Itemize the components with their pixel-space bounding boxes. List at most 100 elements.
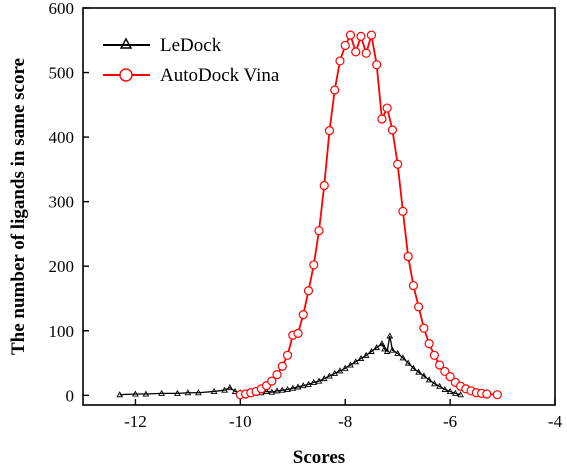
- data-point: [366, 30, 377, 40]
- data-point: [425, 376, 433, 383]
- data-point: [303, 286, 314, 296]
- y-axis-title: The number of ligands in same score: [8, 58, 29, 355]
- data-point: [424, 339, 434, 349]
- data-point: [195, 389, 202, 396]
- data-point: [320, 375, 328, 382]
- x-tick-label: -6: [443, 412, 457, 431]
- data-point: [324, 126, 335, 136]
- x-tick-label: -8: [338, 412, 352, 431]
- data-point: [446, 387, 454, 394]
- data-point: [441, 385, 449, 393]
- data-point: [403, 251, 413, 262]
- data-point: [386, 332, 394, 339]
- data-point: [345, 30, 356, 40]
- y-tick-label: 100: [49, 322, 75, 341]
- data-point: [393, 159, 403, 169]
- data-point: [336, 367, 344, 374]
- legend-label-ledock: LeDock: [160, 35, 222, 56]
- data-point: [226, 384, 234, 391]
- y-tick-label: 500: [49, 64, 75, 83]
- series-1: [235, 30, 502, 400]
- x-axis: -12 -10 -8 -6 -4: [124, 399, 563, 431]
- data-point: [335, 56, 345, 66]
- data-point: [457, 391, 464, 398]
- plot-area-border: [82, 7, 556, 406]
- data-point: [492, 390, 502, 400]
- data-point: [314, 226, 324, 236]
- data-point: [326, 372, 333, 379]
- data-point: [389, 346, 396, 353]
- legend: LeDock AutoDock Vina: [103, 35, 280, 86]
- data-point: [309, 260, 319, 270]
- data-point: [293, 328, 303, 338]
- x-tick-label: -4: [548, 412, 563, 431]
- data-point: [436, 382, 443, 389]
- data-point: [378, 340, 386, 347]
- data-point: [282, 350, 293, 360]
- data-point: [404, 359, 412, 366]
- data-point: [420, 372, 428, 379]
- data-point: [221, 386, 228, 393]
- data-point: [272, 370, 282, 380]
- data-point: [482, 389, 492, 399]
- data-point: [361, 48, 371, 58]
- data-point: [445, 371, 455, 382]
- data-point: [268, 388, 276, 395]
- data-point: [284, 385, 291, 393]
- data-point: [410, 364, 417, 371]
- data-point: [351, 47, 361, 57]
- data-point: [132, 390, 139, 397]
- data-point: [267, 376, 277, 386]
- data-point: [210, 387, 218, 394]
- data-point: [299, 382, 307, 389]
- data-point: [431, 380, 438, 387]
- data-point: [373, 344, 381, 351]
- data-point: [330, 85, 340, 95]
- data-point: [331, 369, 339, 376]
- data-point: [340, 40, 350, 51]
- data-point: [356, 31, 366, 42]
- data-point: [294, 383, 302, 390]
- legend-marker-ledock: [119, 37, 133, 49]
- data-point: [419, 323, 429, 333]
- data-point: [305, 380, 312, 387]
- data-point: [357, 354, 365, 362]
- data-point: [372, 60, 382, 70]
- data-point: [310, 378, 318, 385]
- data-point: [414, 302, 424, 312]
- data-point: [415, 368, 423, 375]
- data-point: [278, 386, 286, 393]
- data-point: [352, 358, 360, 365]
- data-point: [408, 280, 418, 291]
- data-point: [399, 354, 407, 361]
- data-point: [158, 389, 166, 396]
- data-point: [116, 391, 124, 398]
- data-point: [362, 351, 370, 358]
- data-point: [381, 345, 388, 352]
- data-point: [319, 180, 329, 191]
- data-point: [341, 364, 349, 371]
- y-tick-label: 600: [49, 0, 75, 18]
- x-tick-label: -12: [124, 412, 147, 431]
- data-point: [277, 361, 287, 371]
- data-point: [394, 349, 402, 356]
- data-point: [377, 114, 387, 124]
- data-point: [398, 206, 408, 216]
- data-point: [368, 347, 375, 354]
- legend-marker-autodock-vina: [119, 68, 133, 82]
- y-axis: 0 100 200 300 400 500 600: [49, 0, 89, 405]
- data-point: [383, 347, 391, 354]
- data-point: [347, 361, 354, 368]
- legend-label-autodock-vina: AutoDock Vina: [160, 65, 280, 86]
- data-point: [174, 389, 181, 396]
- series-line: [240, 32, 498, 396]
- y-tick-label: 300: [49, 193, 75, 212]
- data-point: [382, 103, 392, 113]
- data-point: [298, 310, 308, 320]
- x-tick-label: -10: [229, 412, 252, 431]
- data-point: [142, 390, 150, 397]
- data-point: [435, 360, 445, 370]
- plot-frame: [82, 7, 556, 406]
- x-axis-title: Scores: [293, 447, 345, 468]
